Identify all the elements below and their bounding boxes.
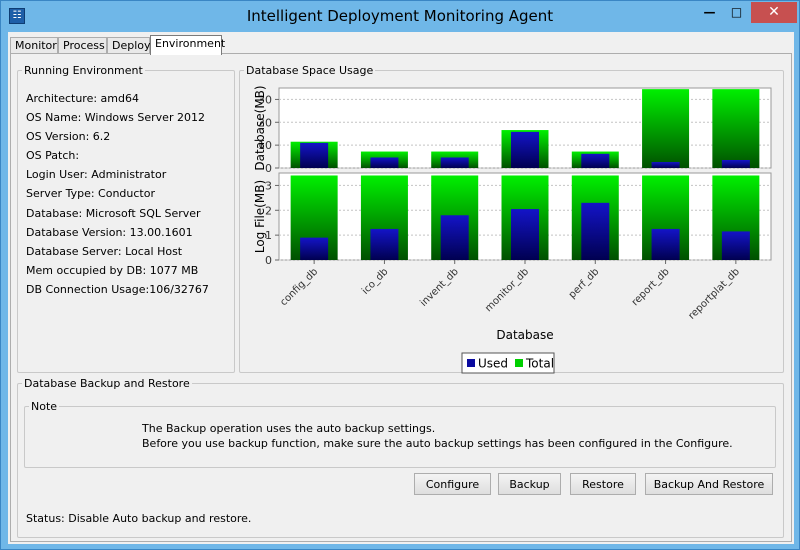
tab-monitor[interactable]: Monitor (10, 37, 58, 54)
window-title: Intelligent Deployment Monitoring Agent (246, 7, 554, 25)
configure-button[interactable]: Configure (414, 473, 491, 495)
tab-environment[interactable]: Environment (150, 35, 225, 55)
status-text: Status: Disable Auto backup and restore. (26, 512, 252, 525)
used-bar (300, 237, 329, 260)
used-bar (651, 162, 680, 168)
used-bar (440, 215, 469, 260)
total-bar (642, 89, 690, 168)
note-line-2: Before you use backup function, make sur… (142, 437, 733, 450)
used-bar (370, 157, 399, 168)
tab-process[interactable]: Process (58, 37, 107, 54)
running-environment-group: Running Environment Architecture: amd64 O… (17, 64, 235, 373)
x-axis-label: Database (496, 328, 553, 342)
note-group: Note The Backup operation uses the auto … (24, 400, 776, 468)
used-bar (721, 160, 750, 168)
environment-info-list: Architecture: amd64 OS Name: Windows Serv… (26, 89, 209, 299)
app-icon[interactable]: ☷ (9, 8, 25, 24)
y-tick-label: 0 (265, 162, 272, 175)
environment-info-row: Database Version: 13.00.1601 (26, 225, 193, 239)
note-title: Note (31, 400, 58, 413)
running-environment-title: Running Environment (24, 64, 143, 77)
used-bar (370, 228, 399, 260)
environment-info-row: Database: Microsoft SQL Server (26, 206, 201, 220)
x-tick-label: invent_db (418, 266, 461, 309)
database-space-usage-group: Database Space Usage 0 10 20 30 Database(MB)… (239, 64, 784, 374)
used-bar (440, 157, 469, 168)
used-bar (511, 131, 539, 168)
title-bar: ☷ Intelligent Deployment Monitoring Agen… (1, 1, 799, 32)
x-tick-label: config_db (278, 266, 320, 308)
used-bar (511, 209, 539, 260)
minimize-button[interactable]: — (703, 5, 716, 19)
x-tick-label: monitor_db (483, 266, 531, 314)
y-axis-label: Log File(MB) (253, 180, 267, 253)
environment-panel: Running Environment Architecture: amd64 O… (10, 53, 792, 542)
environment-info-row: DB Connection Usage:106/32767 (26, 282, 209, 296)
used-bar (300, 142, 329, 168)
y-tick-label: 3 (265, 179, 272, 192)
maximize-button[interactable]: □ (730, 5, 743, 19)
environment-info-row: OS Version: 6.2 (26, 130, 111, 144)
environment-info-row: OS Name: Windows Server 2012 (26, 111, 205, 125)
legend-swatch-used (467, 359, 475, 367)
total-bar (712, 89, 760, 168)
x-tick-label: reportplat_db (687, 266, 742, 321)
used-bar (581, 153, 610, 168)
backup-restore-title: Database Backup and Restore (24, 377, 190, 390)
environment-info-row: Login User: Administrator (26, 168, 167, 182)
y-tick-label: 0 (265, 254, 272, 267)
used-bar (581, 202, 610, 260)
used-bar (721, 231, 750, 260)
environment-info-row: Server Type: Conductor (26, 187, 155, 201)
environment-info-row: Architecture: amd64 (26, 92, 139, 105)
backup-restore-group: Database Backup and Restore Note The Bac… (17, 377, 784, 538)
client-area: Monitor Process Deploy Environment Runni… (8, 32, 794, 544)
x-tick-label: ico_db (360, 266, 390, 296)
legend-label-used: Used (478, 357, 508, 371)
close-button[interactable]: ✕ (751, 2, 797, 23)
y-tick-label: 20 (258, 116, 272, 129)
note-line-1: The Backup operation uses the auto backu… (142, 422, 436, 435)
environment-info-row: OS Patch: (26, 149, 80, 163)
used-bar (651, 228, 680, 260)
database-space-usage-title: Database Space Usage (246, 64, 374, 77)
legend-swatch-total (515, 359, 523, 367)
environment-info-row: Mem occupied by DB: 1077 MB (26, 263, 199, 277)
y-tick-label: 1 (265, 229, 272, 242)
legend-label-total: Total (525, 357, 554, 371)
environment-info-row: Database Server: Local Host (26, 244, 183, 258)
chart-legend (461, 352, 555, 374)
y-tick-label: 10 (258, 139, 272, 152)
backup-and-restore-button[interactable]: Backup And Restore (645, 473, 773, 495)
note-text: The Backup operation uses the auto backu… (142, 421, 733, 451)
y-tick-label: 2 (265, 204, 272, 217)
y-axis-label: Database(MB) (253, 85, 267, 170)
x-tick-label: perf_db (567, 266, 602, 301)
y-tick-label: 30 (258, 93, 272, 106)
x-tick-label: report_db (630, 266, 672, 308)
restore-button[interactable]: Restore (570, 473, 636, 495)
tab-deploy[interactable]: Deploy (107, 37, 151, 54)
backup-button[interactable]: Backup (498, 473, 561, 495)
